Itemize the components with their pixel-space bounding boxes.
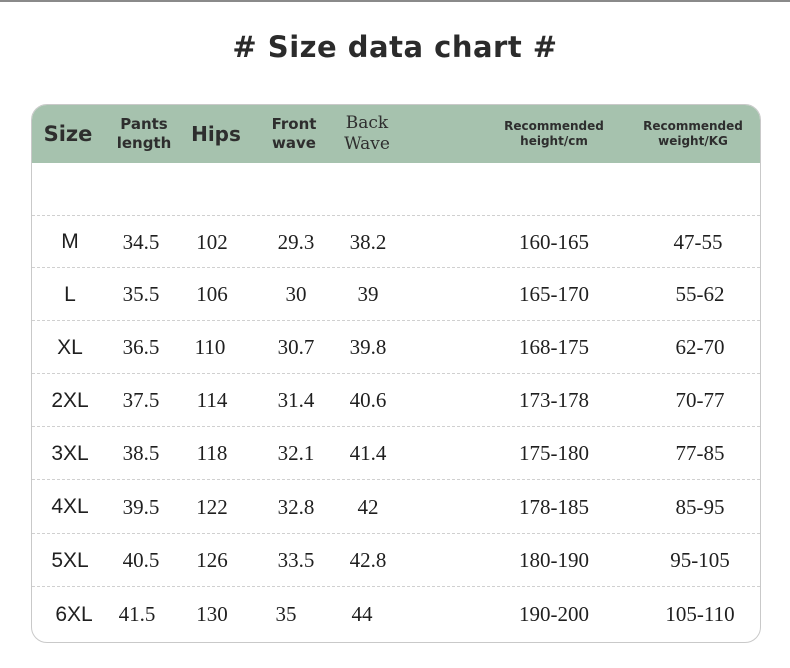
cell-weight: 55-62 <box>675 282 725 306</box>
cell-pants-length: 34.5 <box>122 229 160 254</box>
cell-pants-length: 35.5 <box>122 282 160 306</box>
cell-front-wave: 30.7 <box>277 335 315 359</box>
cell-hips: 114 <box>196 388 228 412</box>
cell-weight: 62-70 <box>675 335 725 359</box>
cell-back-wave: 39.8 <box>349 335 387 359</box>
table-row: 3XL 38.5 118 32.1 41.4 175-180 77-85 <box>32 426 760 480</box>
cell-height: 173-178 <box>519 388 589 412</box>
cell-pants-length: 36.5 <box>122 335 160 359</box>
cell-back-wave: 40.6 <box>349 388 387 412</box>
cell-hips: 130 <box>196 602 228 626</box>
header-back-wave: Back Wave <box>344 112 390 154</box>
header-hips: Hips <box>191 121 241 146</box>
cell-size: 6XL <box>55 602 93 626</box>
cell-size: 2XL <box>51 388 89 412</box>
cell-pants-length: 39.5 <box>122 494 160 519</box>
cell-hips: 110 <box>194 335 226 359</box>
cell-front-wave: 31.4 <box>277 388 315 412</box>
page-title: # Size data chart # <box>232 30 558 64</box>
cell-weight: 105-110 <box>665 602 735 626</box>
cell-height: 168-175 <box>519 335 589 359</box>
table-row: 6XL 41.5 130 35 44 190-200 105-110 <box>32 586 760 642</box>
cell-back-wave: 39 <box>357 282 379 306</box>
cell-height: 165-170 <box>519 282 589 306</box>
table-row: L 35.5 106 30 39 165-170 55-62 <box>32 267 760 321</box>
cell-size: 5XL <box>51 548 89 572</box>
table-header: Size Pants length Hips Front wave Back W… <box>32 105 760 163</box>
cell-pants-length: 38.5 <box>122 441 160 465</box>
cell-back-wave: 38.2 <box>349 229 387 254</box>
cell-weight: 47-55 <box>673 229 723 254</box>
cell-height: 190-200 <box>519 602 589 626</box>
header-recommended-weight: Recommended weight/KG <box>643 119 743 148</box>
cell-size: XL <box>57 335 83 359</box>
cell-hips: 122 <box>196 494 228 519</box>
header-pants-length: Pants length <box>116 115 172 152</box>
cell-pants-length: 40.5 <box>122 548 160 572</box>
cell-front-wave: 32.1 <box>277 441 315 465</box>
cell-height: 160-165 <box>519 229 589 254</box>
cell-weight: 95-105 <box>670 548 730 572</box>
cell-front-wave: 33.5 <box>277 548 315 572</box>
blank-row <box>32 163 760 215</box>
cell-height: 180-190 <box>519 548 589 572</box>
table-row: 5XL 40.5 126 33.5 42.8 180-190 95-105 <box>32 533 760 587</box>
header-recommended-height: Recommended height/cm <box>504 119 604 148</box>
cell-hips: 102 <box>196 229 228 254</box>
table-row: 2XL 37.5 114 31.4 40.6 173-178 70-77 <box>32 373 760 427</box>
header-size: Size <box>43 121 93 146</box>
size-chart-table: Size Pants length Hips Front wave Back W… <box>31 104 761 643</box>
cell-weight: 70-77 <box>675 388 725 412</box>
top-divider <box>0 0 790 2</box>
cell-front-wave: 29.3 <box>277 229 315 254</box>
cell-height: 175-180 <box>519 441 589 465</box>
cell-weight: 77-85 <box>675 441 725 465</box>
cell-size: M <box>61 230 79 253</box>
cell-back-wave: 44 <box>351 602 373 626</box>
cell-hips: 118 <box>196 441 228 465</box>
cell-pants-length: 41.5 <box>118 602 156 626</box>
table-row: 4XL 39.5 122 32.8 42 178-185 85-95 <box>32 479 760 534</box>
cell-size: L <box>64 282 76 306</box>
cell-back-wave: 42 <box>357 494 379 519</box>
cell-hips: 106 <box>196 282 228 306</box>
cell-size: 4XL <box>51 495 89 518</box>
cell-front-wave: 35 <box>275 602 297 626</box>
cell-weight: 85-95 <box>675 494 725 519</box>
cell-front-wave: 32.8 <box>277 494 315 519</box>
table-row: XL 36.5 110 30.7 39.8 168-175 62-70 <box>32 320 760 374</box>
table-row: M 34.5 102 29.3 38.2 160-165 47-55 <box>32 215 760 268</box>
cell-back-wave: 42.8 <box>349 548 387 572</box>
cell-height: 178-185 <box>519 494 589 519</box>
cell-hips: 126 <box>196 548 228 572</box>
header-front-wave: Front wave <box>271 115 317 152</box>
cell-size: 3XL <box>51 441 89 465</box>
cell-front-wave: 30 <box>285 282 307 306</box>
cell-back-wave: 41.4 <box>349 441 387 465</box>
cell-pants-length: 37.5 <box>122 388 160 412</box>
